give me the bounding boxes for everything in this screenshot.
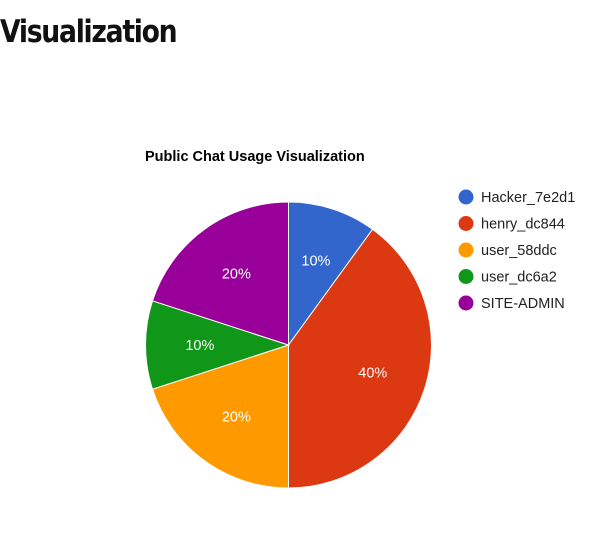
legend-label: user_58ddc <box>481 243 557 259</box>
legend-swatch <box>458 216 474 231</box>
legend-swatch <box>458 189 474 205</box>
slice-label-user-dc6a2: 10% <box>185 338 214 354</box>
pie-slice-hacker-7e2d1[interactable] <box>288 201 374 347</box>
legend-item-user-dc6a2[interactable]: user_dc6a2 <box>458 269 557 286</box>
legend-item-site-admin[interactable]: SITE-ADMIN <box>458 295 565 313</box>
legend-item-hacker-7e2d1[interactable]: Hacker_7e2d1 <box>458 189 576 207</box>
pie-slice-labels: 10% 40% 20% 10% 20% <box>185 254 387 426</box>
page-heading: Visualization <box>0 14 178 50</box>
legend-label: SITE-ADMIN <box>481 296 565 312</box>
chart-title: Public Chat Usage Visualization <box>145 149 365 165</box>
legend-swatch <box>458 269 474 284</box>
legend-label: user_dc6a2 <box>481 270 557 286</box>
pie-slices <box>145 201 432 489</box>
slice-label-henry-dc844: 40% <box>358 365 387 381</box>
pie-slice-user-dc6a2[interactable] <box>145 300 291 390</box>
slice-label-user-58ddc: 20% <box>222 410 251 426</box>
legend-item-henry-dc844[interactable]: henry_dc844 <box>458 216 565 233</box>
slice-label-hacker-7e2d1: 10% <box>301 254 330 270</box>
pie-slice-user-58ddc[interactable] <box>151 344 289 489</box>
pie-slice-henry-dc844[interactable] <box>288 228 432 489</box>
legend-swatch <box>458 242 474 258</box>
chart-legend: Hacker_7e2d1 henry_dc844 user_58ddc user_dc… <box>458 189 576 313</box>
legend-swatch <box>458 295 474 311</box>
legend-label: Hacker_7e2d1 <box>481 190 575 206</box>
legend-item-user-58ddc[interactable]: user_58ddc <box>458 242 557 260</box>
slice-label-site-admin: 20% <box>222 266 251 282</box>
legend-label: henry_dc844 <box>481 217 565 233</box>
pie-slice-site-admin[interactable] <box>151 201 289 346</box>
